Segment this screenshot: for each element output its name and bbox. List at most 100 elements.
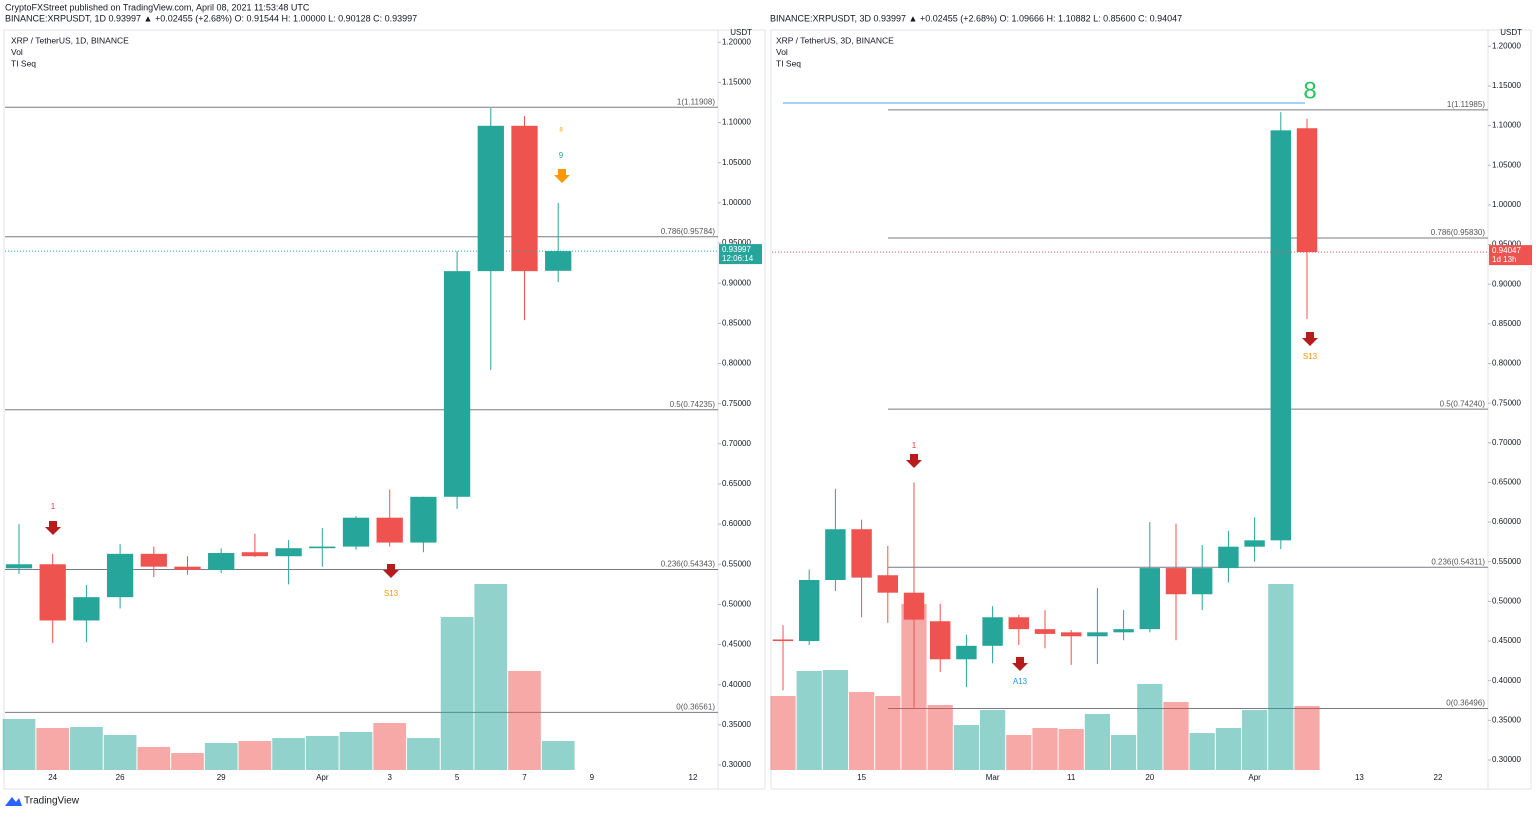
candle-body — [73, 597, 100, 621]
y-tick-label: 0.75000 — [1492, 398, 1521, 407]
y-tick-label: 0.40000 — [722, 680, 751, 689]
candle-body — [1139, 568, 1161, 630]
countdown-label: 1d 13h — [1492, 255, 1516, 264]
x-tick-label: 15 — [857, 773, 866, 782]
y-tick-label: 0.85000 — [1492, 319, 1521, 328]
candle-body — [208, 553, 235, 570]
volume-bar — [171, 753, 204, 770]
candle-body — [851, 529, 872, 578]
last-price-label: 0.93997 — [722, 245, 751, 254]
fib-label: 0(0.36496) — [1446, 699, 1485, 708]
candle-body — [1165, 568, 1187, 595]
y-tick-label: 0.55000 — [722, 559, 751, 568]
y-tick-label: 1.05000 — [722, 158, 751, 167]
volume-bar — [1058, 729, 1084, 770]
y-tick-label: 0.60000 — [1492, 517, 1521, 526]
candle-body — [477, 125, 504, 272]
y-tick-label: 0.55000 — [1492, 557, 1521, 566]
y-tick-label: 0.30000 — [1492, 755, 1521, 764]
fib-label: 0.5(0.74235) — [670, 400, 716, 409]
y-tick-label: 1.10000 — [722, 118, 751, 127]
volume-bar — [407, 738, 440, 770]
td-label: S13 — [1303, 352, 1318, 361]
fib-label: 0.236(0.54311) — [1431, 557, 1485, 566]
volume-bar — [1032, 728, 1058, 770]
candle-body — [174, 566, 201, 570]
volume-bar — [1163, 702, 1189, 770]
candle-body — [1060, 632, 1082, 637]
y-tick-label: 0.30000 — [722, 760, 751, 769]
volume-bar — [770, 696, 796, 770]
symbol-header: BINANCE:XRPUSDT, 3D 0.93997 ▲ +0.02455 (… — [770, 13, 1182, 23]
volume-bar — [1137, 684, 1163, 770]
candle-body — [410, 496, 437, 543]
y-tick-label: 0.35000 — [1492, 715, 1521, 724]
y-tick-label: 1.20000 — [722, 37, 751, 46]
x-tick-label: 26 — [116, 773, 125, 782]
x-tick-label: Mar — [986, 773, 1000, 782]
x-tick-label: 24 — [48, 773, 57, 782]
candle-body — [772, 639, 794, 642]
y-tick-label: 0.65000 — [1492, 478, 1521, 487]
y-tick-label: 0.80000 — [1492, 359, 1521, 368]
volume-bar — [541, 741, 575, 770]
td-arrow — [383, 564, 399, 578]
volume-bar — [474, 584, 508, 770]
volume-bar — [1111, 735, 1137, 770]
x-tick-label: Apr — [1248, 773, 1261, 782]
fib-label: 0.5(0.74240) — [1440, 399, 1486, 408]
td-arrow — [45, 521, 61, 535]
volume-bar — [440, 617, 474, 770]
td-label: 1 — [912, 441, 917, 450]
y-tick-label: 0.95000 — [1492, 240, 1521, 249]
volume-bar — [1294, 706, 1320, 770]
y-tick-label: 0.70000 — [722, 439, 751, 448]
y-tick-label: 1.15000 — [722, 78, 751, 87]
logo: TradingView — [5, 796, 80, 807]
candle-body — [956, 645, 977, 660]
candle-body — [1087, 632, 1108, 637]
x-tick-label: 29 — [217, 773, 226, 782]
volume-bar — [339, 732, 373, 770]
candle-body — [877, 575, 899, 593]
volume-bar — [1215, 728, 1241, 770]
x-tick-label: 11 — [1067, 773, 1076, 782]
td-arrow — [1302, 332, 1318, 346]
candle-body — [545, 251, 572, 271]
y-tick-label: 1.00000 — [722, 198, 751, 207]
candle-body — [140, 553, 167, 567]
y-tick-label: 0.50000 — [722, 600, 751, 609]
candle-body — [1270, 130, 1292, 541]
volume-bar — [238, 741, 272, 770]
volume-bar — [508, 671, 541, 770]
td-label: 8 — [1303, 77, 1316, 104]
x-tick-label: 22 — [1434, 773, 1443, 782]
volume-bar — [70, 727, 103, 770]
y-tick-label: 0.60000 — [722, 519, 751, 528]
y-tick-label: 0.50000 — [1492, 597, 1521, 606]
publisher-line: CryptoFXStreet published on TradingView.… — [5, 2, 310, 12]
left-panel-frame — [3, 29, 766, 790]
y-tick-label: 1.15000 — [1492, 81, 1521, 90]
candle-body — [443, 271, 471, 497]
y-tick-label: 0.70000 — [1492, 438, 1521, 447]
y-tick-label: 0.80000 — [722, 359, 751, 368]
legend-line: TI Seq — [776, 58, 801, 68]
candle-body — [798, 579, 820, 642]
y-tick-label: 0.40000 — [1492, 676, 1521, 685]
candle-body — [511, 125, 538, 272]
y-tick-label: 0.90000 — [1492, 279, 1521, 288]
td-arrow — [554, 169, 570, 183]
candle-body — [1296, 128, 1318, 253]
axis-unit: USDT — [730, 28, 752, 37]
footer-brand: TradingView — [24, 796, 80, 807]
volume-bar — [1006, 735, 1032, 770]
y-tick-label: 1.10000 — [1492, 121, 1521, 130]
y-tick-label: 1.00000 — [1492, 200, 1521, 209]
candle-body — [903, 592, 925, 620]
fib-label: 0.786(0.95784) — [661, 227, 716, 236]
candle-body — [1034, 629, 1056, 634]
candle-body — [1218, 546, 1239, 569]
candle-body — [342, 517, 370, 547]
y-tick-label: 1.05000 — [1492, 160, 1521, 169]
